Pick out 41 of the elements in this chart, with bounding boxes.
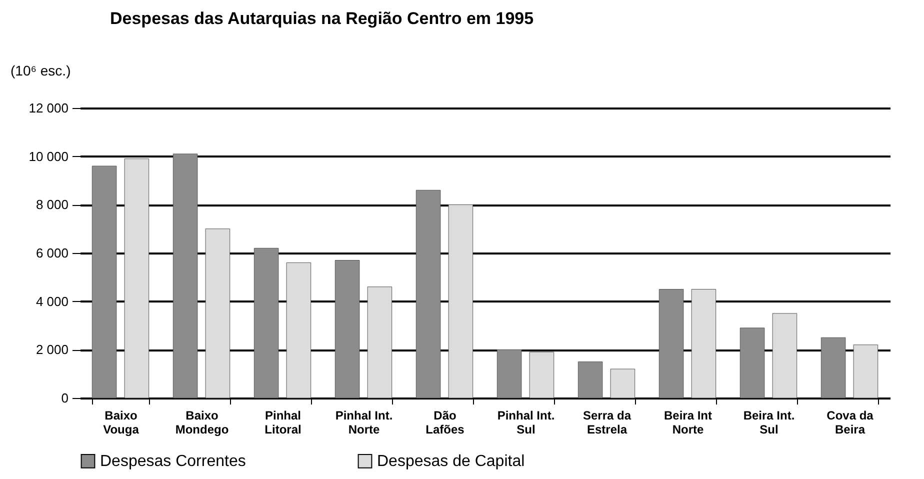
- x-tick-label: Dão Lafões: [426, 408, 465, 436]
- bar: [496, 349, 522, 398]
- x-tick-label: Baixo Mondego: [175, 408, 229, 436]
- legend-label: Despesas Correntes: [100, 453, 246, 470]
- bar: [286, 262, 312, 398]
- x-tick-label: Cova da Beira: [826, 408, 874, 436]
- y-tick-label: 8 000: [36, 197, 68, 212]
- bar: [820, 337, 846, 398]
- bar: [658, 289, 684, 398]
- bar: [205, 228, 230, 398]
- bar: [853, 344, 878, 398]
- legend-label: Despesas de Capital: [377, 453, 525, 470]
- x-tick-label: Baixo Vouga: [103, 408, 140, 436]
- x-tick-label: Pinhal Int. Norte: [335, 408, 393, 436]
- x-tick-label: Pinhal Int. Sul: [497, 408, 555, 436]
- y-tick-label: 6 000: [36, 246, 68, 260]
- bar: [334, 260, 360, 398]
- x-tick-label: Beira Int Norte: [664, 408, 712, 436]
- bar: [529, 352, 554, 398]
- bar: [448, 204, 474, 398]
- x-tick-label: Pinhal Litoral: [264, 408, 302, 436]
- chart-title: Despesas das Autarquias na Região Centro em 1995: [110, 9, 534, 28]
- bar: [254, 248, 279, 398]
- y-tick-label: 0: [61, 390, 68, 406]
- y-tick-label: 12 000: [28, 100, 68, 116]
- x-tick-label: Serra da Estrela: [582, 408, 632, 436]
- bar: [124, 158, 150, 398]
- x-tick-label: Beira Int. Sul: [743, 408, 795, 436]
- bar: [772, 313, 798, 398]
- y-tick-label: 10 000: [28, 148, 68, 164]
- y-tick-label: 2 000: [36, 342, 68, 358]
- y-axis-title: (10⁶ esc.): [10, 62, 71, 78]
- y-tick-label: 4 000: [36, 294, 68, 309]
- bar: [578, 362, 603, 398]
- bar: [172, 154, 198, 398]
- bar: [740, 328, 765, 398]
- bar: [610, 368, 636, 398]
- bar: [691, 289, 716, 398]
- bar: [92, 166, 117, 398]
- bar: [416, 190, 441, 398]
- bar: [367, 286, 392, 398]
